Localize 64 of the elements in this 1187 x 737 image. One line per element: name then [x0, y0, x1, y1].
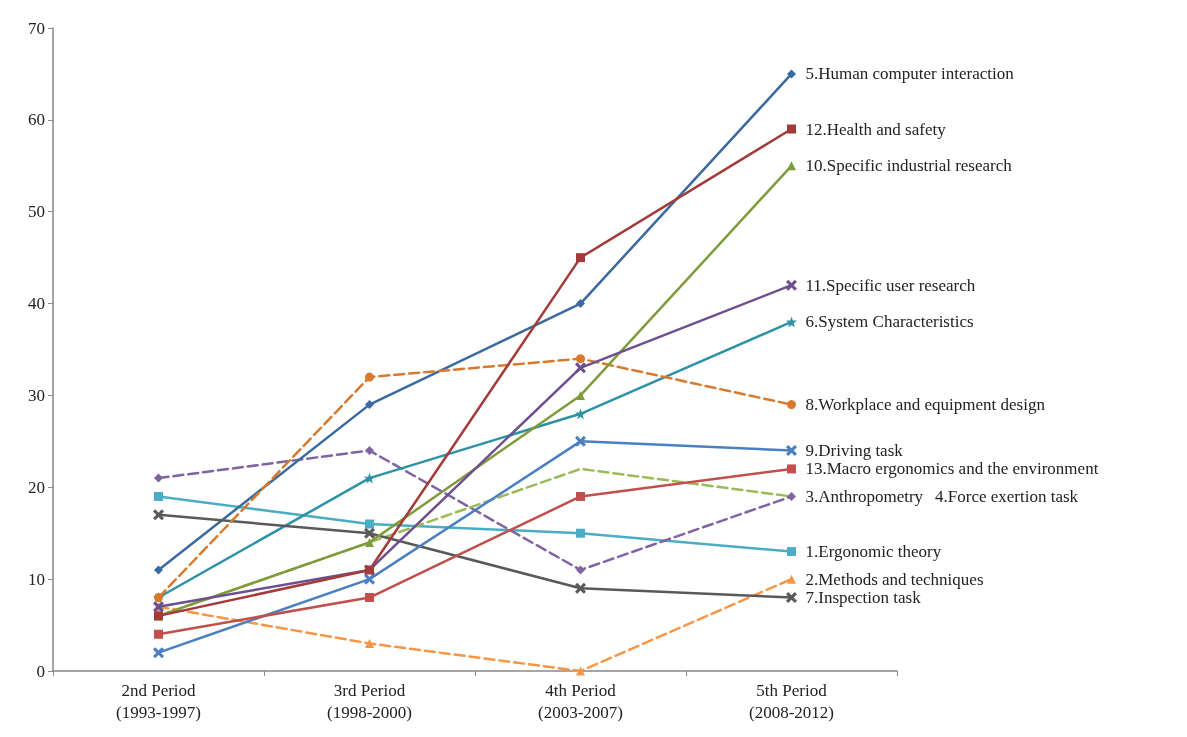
point: [576, 253, 585, 263]
y-tick-label: 50: [28, 202, 45, 222]
point: [786, 279, 797, 291]
series-label: 2.Methods and techniques: [805, 569, 984, 589]
y-tick-label: 20: [28, 477, 45, 497]
point: [154, 629, 163, 639]
series-label: 5.Human computer interaction: [805, 64, 1015, 84]
series-label: 1.Ergonomic theory: [805, 542, 942, 562]
point: [575, 408, 586, 420]
point: [365, 519, 374, 529]
text: 4.Force exertion task: [935, 486, 1079, 506]
series-label: 10.Specific industrial research: [805, 156, 1013, 176]
point: [365, 537, 374, 547]
point: [787, 161, 796, 171]
point: [575, 582, 586, 594]
point: [575, 435, 586, 447]
point: [576, 299, 585, 309]
point: [575, 362, 586, 374]
point: [576, 491, 585, 501]
point: [153, 647, 164, 659]
point: [365, 446, 374, 456]
y-tick-label: 0: [36, 661, 45, 681]
point: [787, 124, 796, 134]
series-label: 12.Health and safety: [805, 119, 947, 139]
y-tick-label: 30: [28, 385, 45, 405]
point: [787, 574, 796, 584]
point: [154, 473, 163, 483]
series-label: 13.Macro ergonomics and the environment: [805, 459, 1099, 479]
x-tick-label: 5th Period (2008-2012): [749, 680, 834, 722]
point: [787, 69, 796, 79]
point: [576, 565, 585, 575]
series-label: 11.Specific user research: [805, 275, 976, 295]
y-tick-label: 10: [28, 569, 45, 589]
point: [786, 592, 797, 604]
point: [576, 666, 585, 676]
point: [154, 565, 163, 575]
x-tick-label: 2nd Period (1993-1997): [116, 680, 201, 722]
point: [787, 464, 796, 474]
series-label: 8.Workplace and equipment design: [805, 395, 1046, 415]
series-label: 3.Anthropometry: [805, 486, 924, 506]
series-label: 9.Driving task: [805, 441, 904, 461]
series-label: 7.Inspection task: [805, 588, 922, 608]
series-label: 6.System Characteristics: [805, 312, 974, 332]
point: [365, 593, 374, 603]
x-tick-label: 3rd Period (1998-2000): [327, 680, 412, 722]
y-tick-label: 60: [28, 110, 45, 130]
point: [365, 400, 374, 410]
point: [786, 445, 797, 457]
point: [576, 390, 585, 400]
y-tick-label: 70: [28, 18, 45, 38]
point: [787, 491, 796, 501]
point: [787, 400, 796, 410]
point: [153, 509, 164, 521]
point: [576, 528, 585, 538]
point: [365, 372, 374, 382]
point: [365, 638, 374, 648]
x-tick-label: 4th Period (2003-2007): [538, 680, 623, 722]
point: [576, 354, 585, 364]
point: [787, 547, 796, 557]
point: [364, 472, 375, 484]
point: [786, 316, 797, 328]
y-tick-label: 40: [28, 294, 45, 314]
point: [364, 527, 375, 539]
point: [154, 491, 163, 501]
